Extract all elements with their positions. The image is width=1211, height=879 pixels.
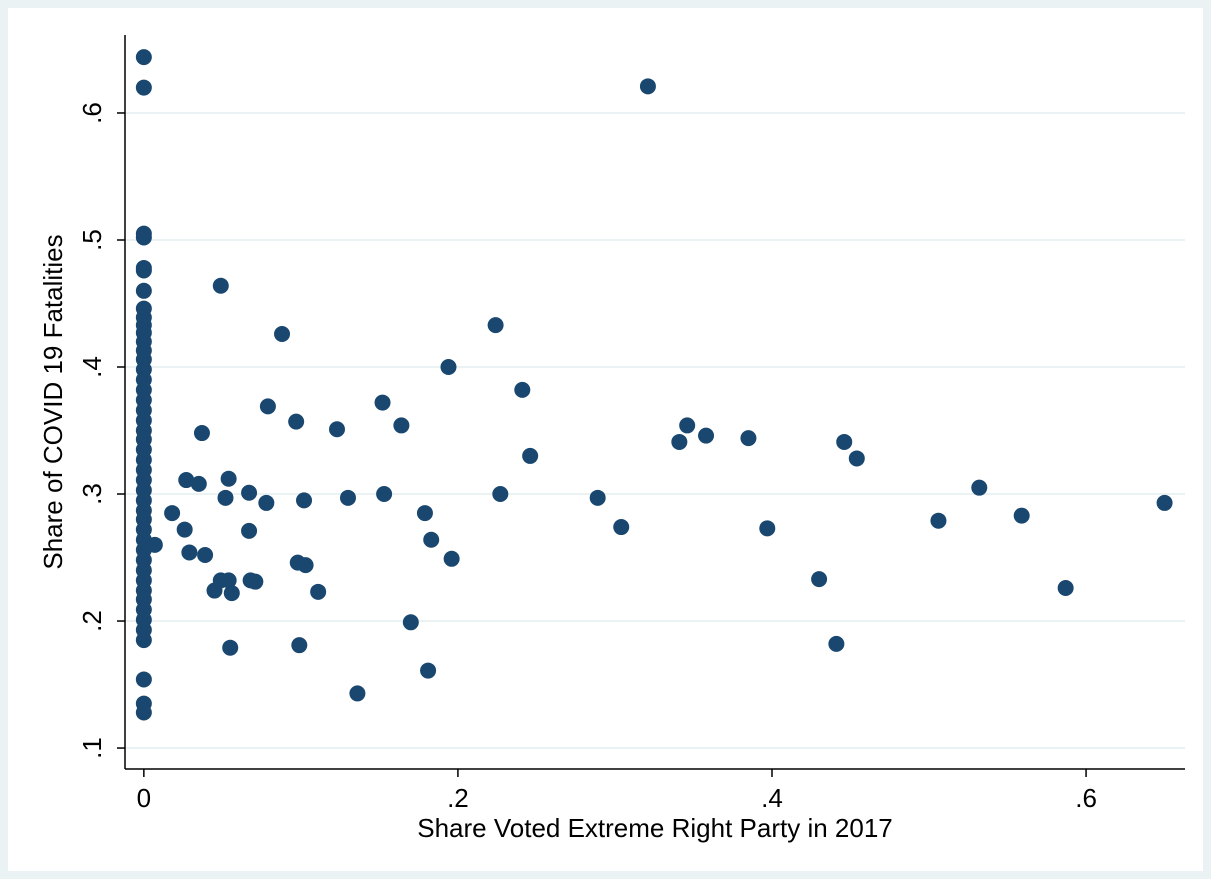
point <box>212 277 229 294</box>
point <box>220 470 237 487</box>
point <box>1013 507 1030 524</box>
point <box>698 427 715 444</box>
point <box>402 614 419 631</box>
y-tick-label: .3 <box>77 483 107 505</box>
point <box>258 494 275 511</box>
x-tick-label: 0 <box>137 783 151 813</box>
point <box>514 381 531 398</box>
point <box>339 489 356 506</box>
point <box>393 417 410 434</box>
point <box>135 79 152 96</box>
point <box>492 486 509 503</box>
point <box>349 685 366 702</box>
point <box>310 583 327 600</box>
y-tick-label: .2 <box>77 610 107 632</box>
point <box>1156 494 1173 511</box>
point <box>274 325 291 342</box>
point <box>487 317 504 334</box>
point <box>190 475 207 492</box>
y-tick-label: .4 <box>77 356 107 378</box>
point <box>423 531 440 548</box>
x-axis-title: Share Voted Extreme Right Party in 2017 <box>417 813 893 843</box>
x-tick-label: .2 <box>447 783 469 813</box>
point <box>971 479 988 496</box>
point <box>135 49 152 66</box>
point <box>811 571 828 588</box>
point <box>522 447 539 464</box>
point <box>1057 580 1074 597</box>
point <box>176 521 193 538</box>
point <box>223 585 240 602</box>
point <box>135 632 152 649</box>
point <box>589 489 606 506</box>
point <box>836 433 853 450</box>
y-tick-label: .5 <box>77 229 107 251</box>
point <box>135 704 152 721</box>
y-tick-label: .1 <box>77 737 107 759</box>
point <box>197 546 214 563</box>
point <box>291 637 308 654</box>
point <box>828 635 845 652</box>
point <box>930 512 947 529</box>
y-axis-title: Share of COVID 19 Fatalities <box>38 234 68 569</box>
point <box>848 450 865 467</box>
x-tick-label: .4 <box>761 783 783 813</box>
point <box>759 520 776 537</box>
point <box>247 573 264 590</box>
point <box>296 492 313 509</box>
point <box>376 486 393 503</box>
point <box>740 430 757 447</box>
point <box>671 433 688 450</box>
point <box>181 544 198 561</box>
point <box>288 413 305 430</box>
point <box>241 522 258 539</box>
point <box>443 550 460 567</box>
point <box>135 282 152 299</box>
point <box>297 557 314 574</box>
x-tick-label: .6 <box>1075 783 1097 813</box>
point <box>135 671 152 688</box>
y-tick-label: .6 <box>77 102 107 124</box>
point <box>374 394 391 411</box>
point <box>135 262 152 279</box>
point <box>220 572 237 589</box>
graph-region <box>8 8 1203 871</box>
point <box>241 484 258 501</box>
point <box>440 359 457 376</box>
point <box>222 639 239 656</box>
point <box>146 536 163 553</box>
point <box>420 662 437 679</box>
point <box>259 398 276 415</box>
point <box>178 472 195 489</box>
point <box>613 519 630 536</box>
point <box>164 505 181 522</box>
point <box>193 425 210 442</box>
point <box>639 78 656 95</box>
point <box>217 489 234 506</box>
point <box>135 229 152 246</box>
point <box>416 505 433 522</box>
point <box>329 421 345 438</box>
point <box>679 417 696 434</box>
